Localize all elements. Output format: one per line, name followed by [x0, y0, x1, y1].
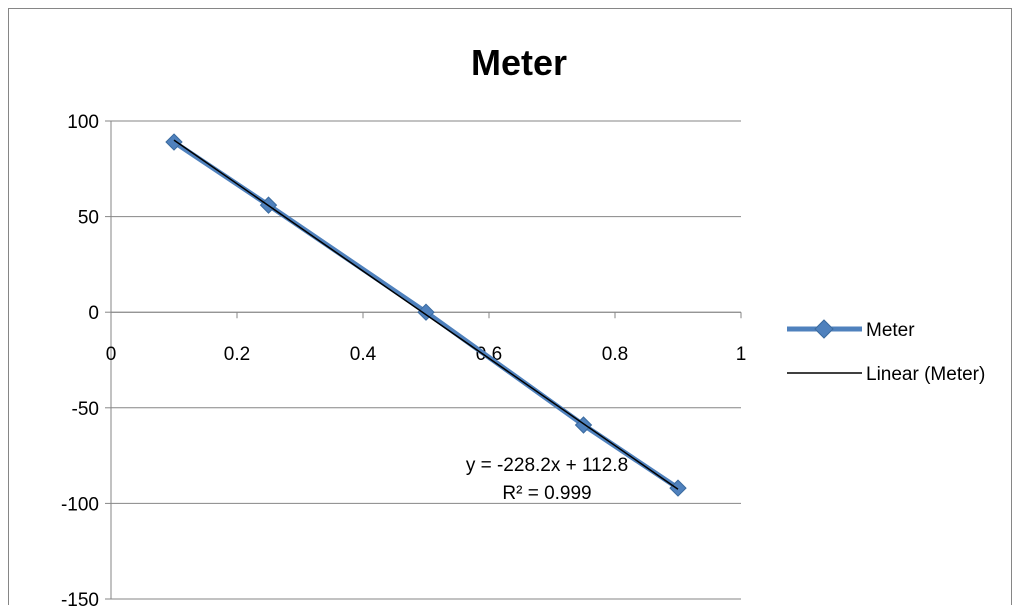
chart-title: Meter	[471, 42, 567, 83]
legend-marker-meter	[814, 319, 834, 339]
y-tick-labels: 100 50 0 -50 -100 -150	[61, 112, 99, 606]
trendline-meter	[173, 139, 679, 490]
x-tick-label-1: 0.2	[224, 344, 250, 365]
x-tick-labels: 0 0.2 0.4 0.6 0.8 1	[106, 344, 747, 365]
legend-label-meter: Meter	[866, 320, 915, 341]
y-tick-label-0: 100	[67, 112, 99, 133]
y-tick-label-2: 0	[88, 303, 99, 324]
x-tick-label-4: 0.8	[602, 344, 628, 365]
trendline-r-squared: R² = 0.999	[502, 483, 591, 504]
data-point-2	[417, 303, 435, 321]
y-tick-label-1: 50	[78, 208, 99, 229]
legend-item-linear-meter: Linear (Meter)	[787, 364, 985, 385]
legend-label-linear-meter: Linear (Meter)	[866, 364, 985, 385]
trendline-equation: y = -228.2x + 112.8	[466, 455, 628, 476]
legend-item-meter: Meter	[787, 319, 915, 341]
y-tick-label-5: -150	[61, 590, 99, 606]
x-tick-label-2: 0.4	[350, 344, 377, 365]
x-tick-label-0: 0	[106, 344, 117, 365]
x-tick-label-5: 1	[736, 344, 747, 365]
y-tick-label-3: -50	[72, 399, 99, 420]
data-point-0	[165, 133, 183, 151]
legend: Meter Linear (Meter)	[787, 319, 985, 385]
axes	[105, 120, 742, 600]
chart-area: Meter 100 50 0 -50 -100 -150 0 0.2 0.4 0.6 0.8 1 y…	[8, 8, 1012, 606]
y-tick-label-4: -100	[61, 494, 99, 515]
gridlines	[111, 120, 741, 600]
trendline-line	[173, 139, 679, 490]
